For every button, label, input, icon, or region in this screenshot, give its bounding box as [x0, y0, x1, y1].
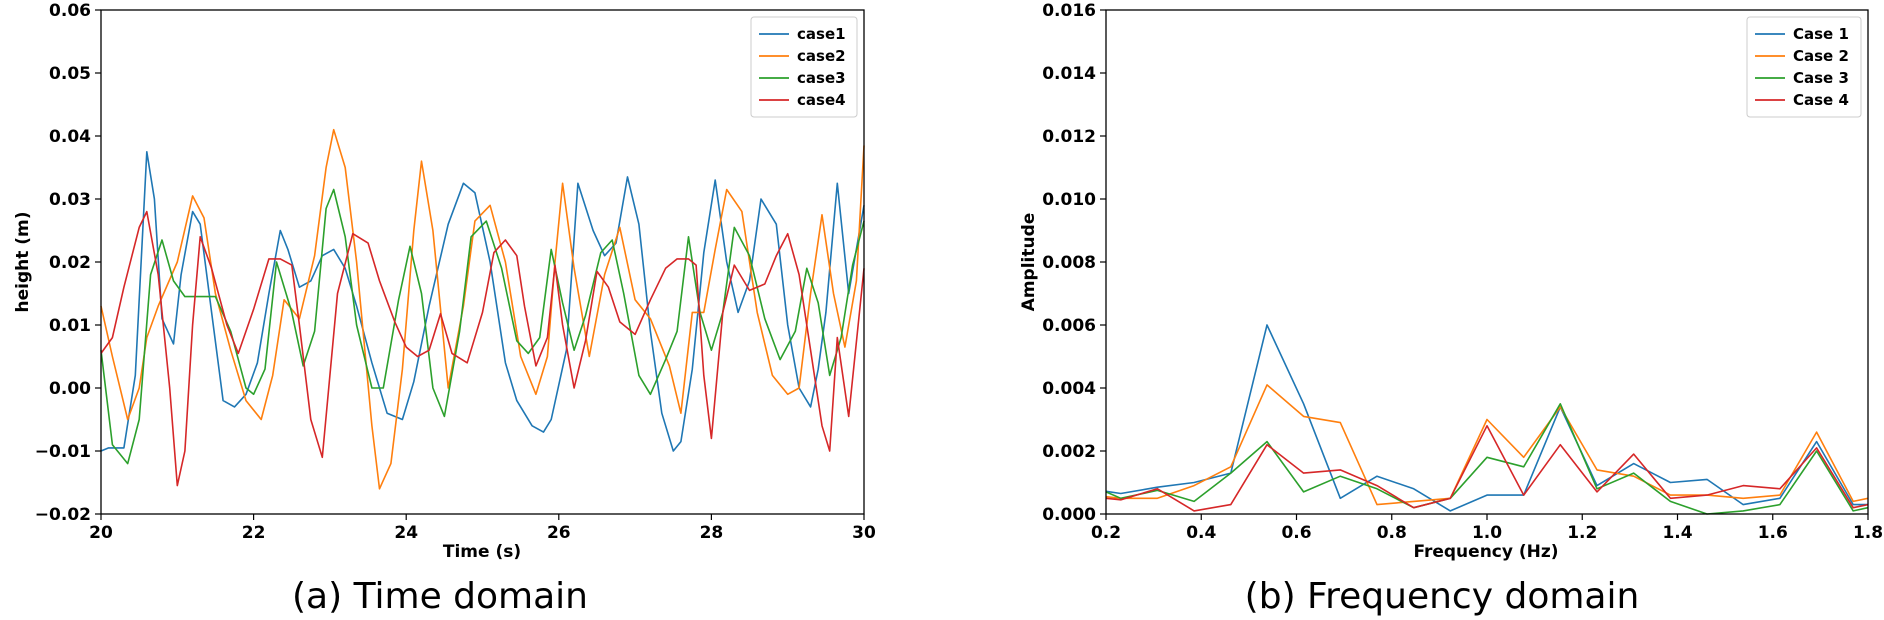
- x-tick-label: 0.8: [1377, 523, 1407, 543]
- plot-area: [101, 10, 864, 514]
- y-tick-label: 0.000: [1042, 505, 1096, 525]
- y-tick-label: 0.06: [49, 1, 91, 21]
- y-tick-label: 0.00: [49, 379, 91, 399]
- legend: case1 case2 case3 case4: [750, 16, 858, 118]
- plot-area: [1106, 10, 1868, 514]
- y-tick-label: 0.05: [49, 64, 91, 84]
- legend-label: Case 1: [1793, 25, 1849, 43]
- x-tick-label: 0.6: [1281, 523, 1311, 543]
- series-line-case2: [100, 128, 865, 490]
- frequency-domain-chart: 0.2 0.4 0.6 0.8 1.0 1.2 1.4 1.6 1.8 0.000 0.002 0.…: [1019, 1, 1883, 617]
- series-line-case4: [1105, 424, 1869, 512]
- legend-label: Case 3: [1793, 69, 1849, 87]
- y-tick-label: 0.04: [49, 127, 91, 147]
- legend-label: Case 4: [1793, 91, 1849, 109]
- x-tick-label: 1.0: [1472, 523, 1502, 543]
- y-tick-label: −0.02: [35, 505, 91, 525]
- legend-box: [1746, 16, 1862, 118]
- x-tick-label: 1.6: [1758, 523, 1788, 543]
- y-axis-label: Amplitude: [1019, 213, 1039, 312]
- y-tick-label: 0.008: [1042, 253, 1096, 273]
- y-tick-label: 0.006: [1042, 316, 1096, 336]
- x-axis-label: Frequency (Hz): [1413, 542, 1558, 562]
- series-line-case1: [100, 151, 865, 452]
- x-tick-label: 1.8: [1853, 523, 1883, 543]
- x-tick-label: 30: [852, 523, 876, 543]
- x-tick-label: 0.2: [1091, 523, 1121, 543]
- x-tick-label: 20: [89, 523, 113, 543]
- time-domain-chart: 20 22 24 26 28 30 −0.02 −0.01 0.00 0.01 0.02 0.03 0…: [13, 1, 876, 617]
- legend-label: case1: [797, 25, 846, 43]
- series-line-case3: [1105, 402, 1869, 515]
- y-tick-label: 0.02: [49, 253, 91, 273]
- y-tick-label: −0.01: [35, 442, 91, 462]
- series-line-case1: [1105, 324, 1868, 512]
- x-tick-label: 22: [242, 523, 266, 543]
- legend: Case 1 Case 2 Case 3 Case 4: [1746, 16, 1862, 118]
- caption: (a) Time domain: [292, 576, 588, 617]
- legend-label: Case 2: [1793, 47, 1849, 65]
- series-line-case4: [100, 210, 865, 487]
- y-tick-label: 0.004: [1042, 379, 1096, 399]
- x-tick-label: 0.4: [1186, 523, 1216, 543]
- legend-label: case4: [797, 91, 846, 109]
- y-tick-label: 0.016: [1042, 1, 1096, 21]
- y-tick-label: 0.012: [1042, 127, 1096, 147]
- legend-box: [750, 16, 858, 118]
- series-line-case2: [1105, 384, 1869, 506]
- x-tick-label: 28: [700, 523, 724, 543]
- caption: (b) Frequency domain: [1245, 576, 1640, 617]
- legend-label: case2: [797, 47, 846, 65]
- y-tick-label: 0.014: [1042, 64, 1096, 84]
- y-axis-label: height (m): [13, 211, 33, 312]
- x-tick-label: 24: [394, 523, 418, 543]
- x-axis-label: Time (s): [443, 542, 521, 562]
- y-tick-label: 0.010: [1042, 190, 1096, 210]
- y-tick-label: 0.002: [1042, 442, 1096, 462]
- y-tick-label: 0.01: [49, 316, 91, 336]
- y-tick-label: 0.03: [49, 190, 91, 210]
- legend-label: case3: [797, 69, 846, 87]
- x-tick-label: 26: [547, 523, 571, 543]
- x-tick-label: 1.4: [1662, 523, 1692, 543]
- x-tick-label: 1.2: [1567, 523, 1597, 543]
